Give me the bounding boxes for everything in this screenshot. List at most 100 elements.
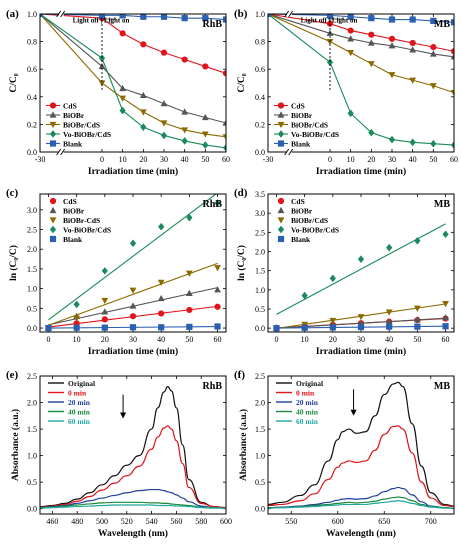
data-point xyxy=(73,315,81,322)
y-tick-label: 0.5 xyxy=(27,478,37,487)
legend-swatch-marker xyxy=(277,235,285,243)
data-point xyxy=(186,213,193,222)
data-point xyxy=(101,297,109,305)
data-point xyxy=(326,14,334,19)
spectrum-line-1 xyxy=(268,425,454,508)
x-tick-label: 600 xyxy=(332,517,344,526)
y-tick-label: 0.0 xyxy=(27,324,37,333)
x-tick-label: 20 xyxy=(367,155,375,164)
x-tick-label: 550 xyxy=(285,517,297,526)
data-point xyxy=(413,316,421,323)
data-point xyxy=(181,127,189,134)
legend-label: Blank xyxy=(291,139,311,148)
axis-break-mark xyxy=(56,10,62,18)
plot-frame xyxy=(267,13,455,153)
data-point xyxy=(181,108,189,115)
spectrum-line-2 xyxy=(268,486,454,509)
series-line-0 xyxy=(40,14,226,74)
data-point xyxy=(139,109,147,116)
data-point xyxy=(409,77,417,84)
data-point xyxy=(222,134,226,141)
x-tick-label: 0 xyxy=(46,335,50,344)
y-tick-label: 1.0 xyxy=(255,452,265,461)
data-point xyxy=(129,302,137,309)
chart-panel-f: 550 600 650 700 0.0 0.5 1.0 1.5 2.0 2.5 Original0 … xyxy=(234,369,455,539)
legend-label: 60 min xyxy=(296,417,319,426)
y-tick-label: 0.5 xyxy=(255,478,265,487)
x-tick-label: 20 xyxy=(139,155,147,164)
axis-break-mark xyxy=(284,10,290,18)
data-point xyxy=(450,90,454,97)
spectrum-line-0 xyxy=(268,381,454,507)
x-tick-label: 10 xyxy=(347,155,355,164)
x-tick-label: 60 xyxy=(442,335,450,344)
legend-label: CdS xyxy=(63,197,77,206)
spectrum-line-3 xyxy=(40,501,226,509)
y-tick-label: 1.0 xyxy=(255,10,265,19)
legend-swatch-marker xyxy=(49,102,57,109)
series-line-0 xyxy=(268,14,454,52)
data-point xyxy=(140,41,147,48)
series-line-2 xyxy=(40,14,226,138)
legend-label: Vo-BiOBr/CdS xyxy=(291,130,339,139)
data-point xyxy=(386,323,393,330)
dye-tag: MB xyxy=(434,381,450,392)
series-line-1 xyxy=(268,14,454,58)
y-tick-label: 0.2 xyxy=(27,120,37,129)
legend-swatch-marker xyxy=(49,235,57,243)
decrease-arrow-head xyxy=(120,412,127,419)
series-line-4 xyxy=(268,14,454,23)
data-point xyxy=(222,144,226,152)
data-point xyxy=(357,255,365,263)
legend-swatch-marker xyxy=(277,130,285,138)
legend-label: Original xyxy=(296,379,323,388)
x-axis-label: Irradiation time (min) xyxy=(88,166,178,177)
x-tick-label: 0 xyxy=(274,335,278,344)
light-annotation: Light off | Light on xyxy=(301,17,358,25)
data-point xyxy=(409,16,416,23)
plot-area xyxy=(268,14,454,149)
x-tick-label: 50 xyxy=(413,335,421,344)
y-tick-label: 2.5 xyxy=(27,372,37,381)
y-tick-label: 0.0 xyxy=(255,148,265,157)
y-tick-label: 1.5 xyxy=(255,425,265,434)
series-line-3 xyxy=(268,14,454,146)
chart-panel-c: 0 10 20 30 40 50 600.00.51.01.52.02.53.0CdSBiO… xyxy=(6,187,227,357)
y-tick-label: 2.5 xyxy=(255,228,265,237)
x-tick-label: 10 xyxy=(73,335,81,344)
legend-swatch-marker xyxy=(277,102,285,109)
data-point xyxy=(388,16,396,23)
data-point xyxy=(101,324,108,331)
data-point xyxy=(385,318,393,325)
legend-swatch-marker xyxy=(49,217,57,224)
data-point xyxy=(329,324,336,331)
plot-frame xyxy=(267,375,455,515)
data-point xyxy=(129,324,137,331)
data-point xyxy=(442,230,449,239)
y-tick-label: 3.0 xyxy=(27,206,37,215)
data-point xyxy=(160,100,168,107)
data-point xyxy=(367,61,375,68)
data-point xyxy=(119,30,126,37)
x-tick-label: 0 xyxy=(100,155,104,164)
chart-panel-d: 0 10 20 30 40 50 60 0.0 0.5 1.0 1.5 2.0 2.5 3.0 3.5 CdS… xyxy=(234,187,455,357)
data-point xyxy=(409,46,417,53)
data-point xyxy=(73,300,80,309)
panel-label: (b) xyxy=(234,8,248,20)
x-axis-label: Irradiation time (min) xyxy=(316,166,406,177)
data-point xyxy=(301,324,308,331)
x-tick-label: -30 xyxy=(263,155,274,164)
chart-panel-e: 460 480 500 520 540 560 580 600 0.0 0.5 1.0 1.5 2.0 2… xyxy=(6,369,232,539)
series-line-2 xyxy=(268,14,454,94)
panel-label: (f) xyxy=(234,369,245,381)
data-point xyxy=(222,119,226,126)
x-tick-label: 600 xyxy=(220,517,232,526)
data-point xyxy=(357,314,365,321)
data-point xyxy=(101,316,108,323)
data-point xyxy=(140,14,147,20)
legend-label: 0 min xyxy=(296,388,315,397)
y-tick-label: 0.0 xyxy=(27,505,37,514)
x-axis-label: Irradiation time (min) xyxy=(88,346,178,357)
legend-label: BiOBr/CdS xyxy=(291,216,328,225)
legend-swatch-marker xyxy=(277,217,285,224)
